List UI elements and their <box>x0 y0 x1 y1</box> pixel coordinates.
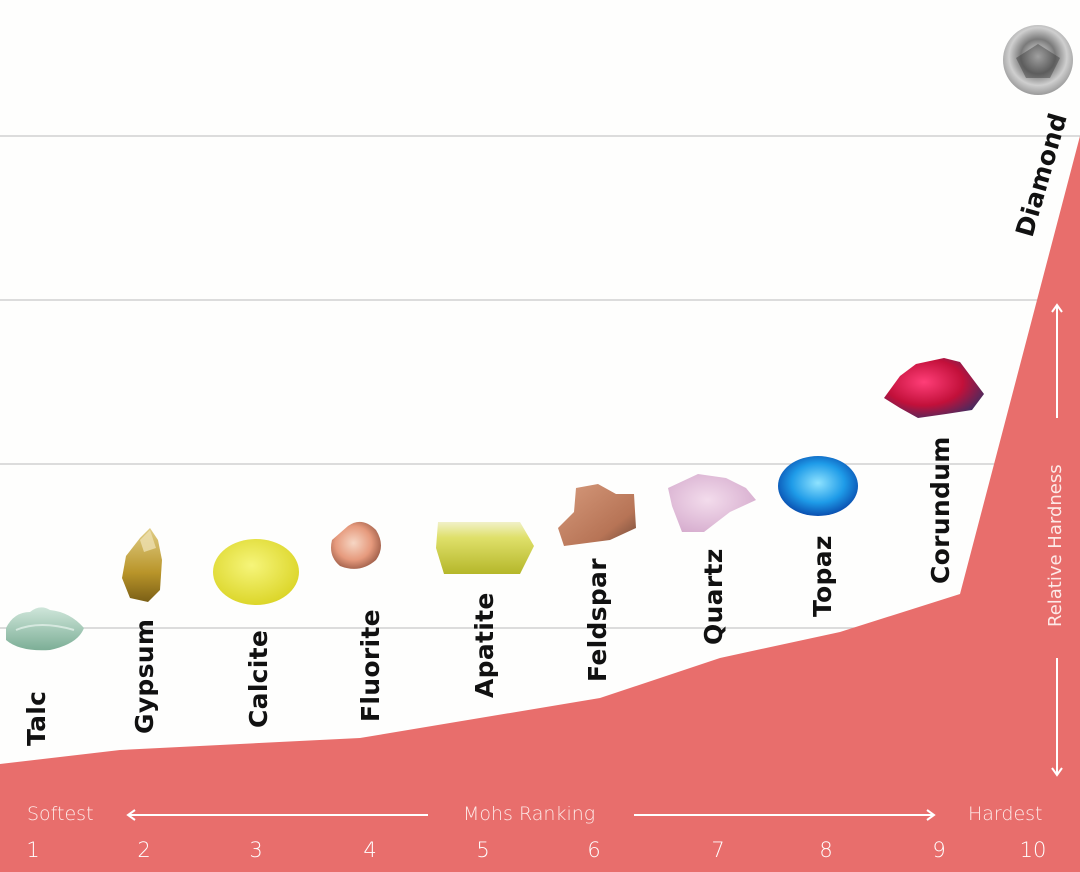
apatite-stone-icon <box>436 522 534 574</box>
calcite-stone-icon <box>213 539 299 605</box>
x-axis-right-arrow-icon <box>634 809 936 821</box>
x-axis-title: Mohs Ranking <box>463 803 596 825</box>
y-axis-title: Relative Hardness <box>1045 464 1066 627</box>
mineral-label-gypsum: Gypsum <box>130 618 159 734</box>
y-axis-up-arrow-icon <box>1051 303 1063 418</box>
mineral-label-apatite: Apatite <box>470 592 499 698</box>
tick-1: 1 <box>26 838 40 862</box>
feldspar-stone-icon <box>558 484 636 546</box>
talc-stone-icon <box>6 607 84 651</box>
softest-label: Softest <box>27 803 94 825</box>
mineral-label-talc: Talc <box>22 690 51 746</box>
mineral-label-feldspar: Feldspar <box>583 558 612 682</box>
hardest-label: Hardest <box>968 803 1043 825</box>
x-axis-left-arrow-icon <box>126 809 428 821</box>
y-axis-down-arrow-icon <box>1051 658 1063 777</box>
tick-8: 8 <box>819 838 833 862</box>
mineral-label-corundum: Corundum <box>926 436 955 584</box>
tick-3: 3 <box>249 838 263 862</box>
tick-10: 10 <box>1019 838 1047 862</box>
quartz-stone-icon <box>668 474 756 532</box>
mineral-label-calcite: Calcite <box>244 629 273 728</box>
fluorite-stone-icon <box>331 521 381 569</box>
corundum-stone-icon <box>884 358 984 418</box>
topaz-stone-icon <box>778 456 858 516</box>
diamond-stone-icon <box>1003 25 1073 95</box>
tick-2: 2 <box>137 838 151 862</box>
mineral-label-topaz: Topaz <box>808 535 837 617</box>
tick-5: 5 <box>476 838 490 862</box>
tick-6: 6 <box>587 838 601 862</box>
mineral-label-quartz: Quartz <box>699 548 728 645</box>
mineral-label-fluorite: Fluorite <box>356 609 385 722</box>
gypsum-stone-icon <box>122 528 162 602</box>
tick-9: 9 <box>932 838 946 862</box>
hardness-area <box>0 136 1080 872</box>
tick-7: 7 <box>711 838 725 862</box>
tick-4: 4 <box>363 838 377 862</box>
